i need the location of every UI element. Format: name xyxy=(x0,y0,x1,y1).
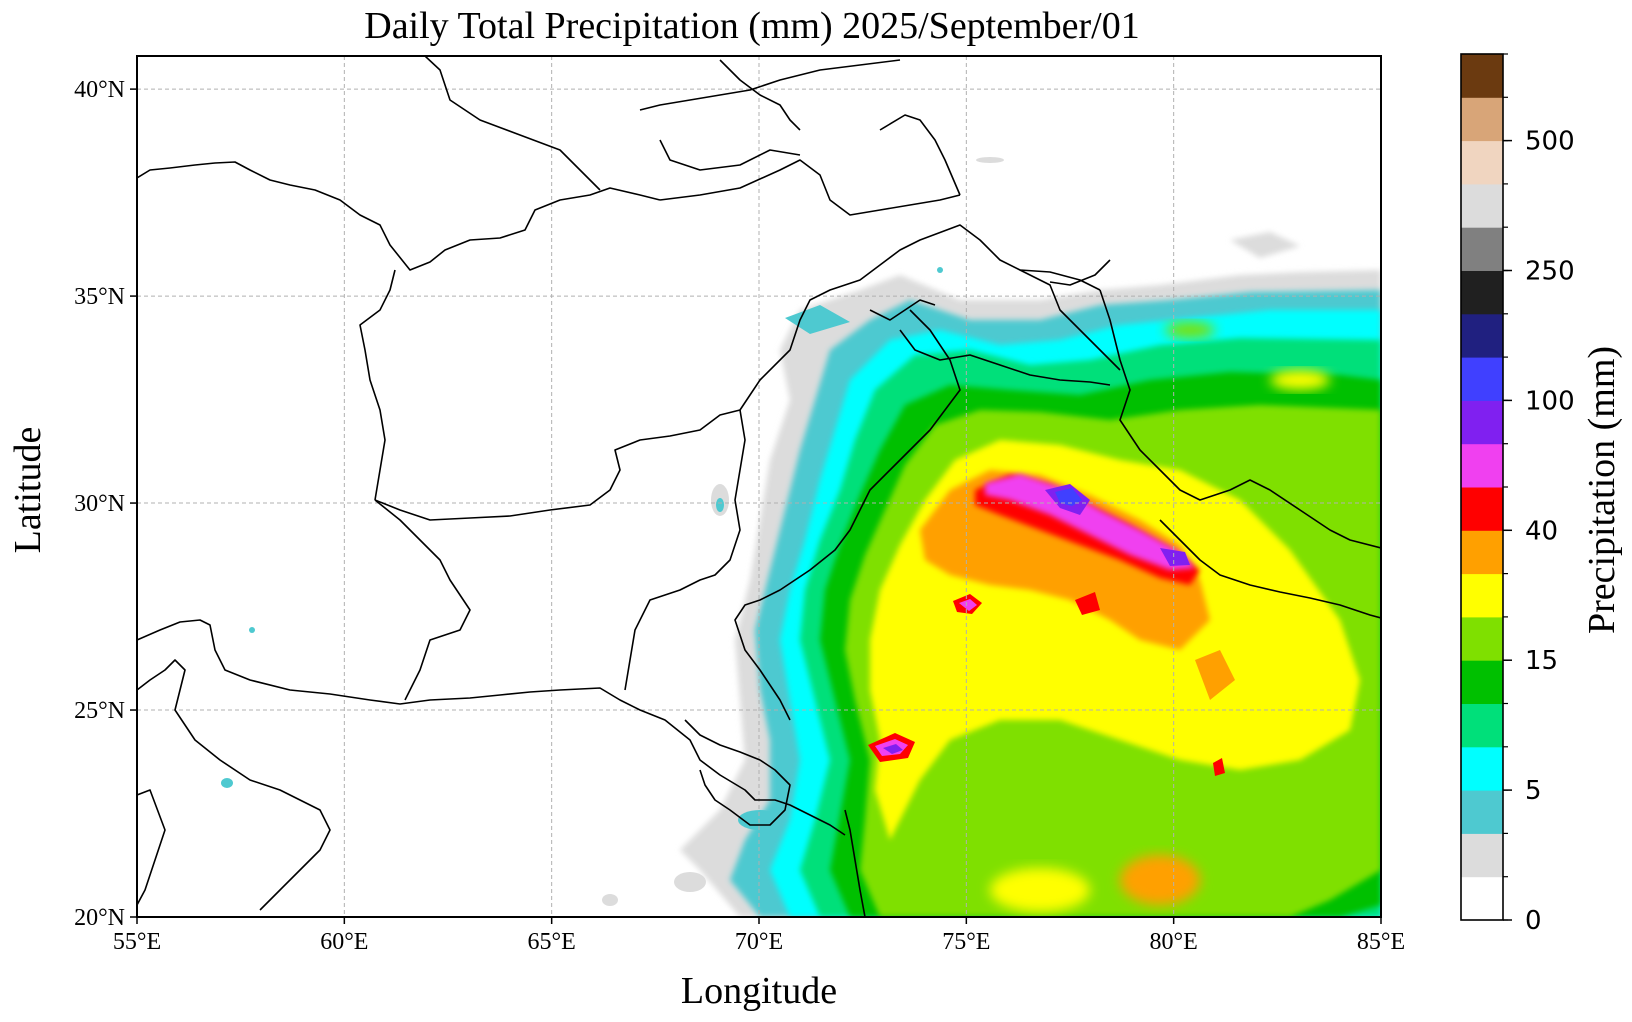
precip-band-75mm xyxy=(1055,488,1082,506)
border xyxy=(659,159,961,216)
coastline xyxy=(137,659,331,911)
colorbar-segment xyxy=(1461,183,1503,228)
colorbar-segment xyxy=(1461,54,1503,98)
colorbar-tick-label: 0 xyxy=(1525,906,1542,936)
x-tick-label: 65°E xyxy=(528,929,576,955)
y-axis-ticks: 20°N 25°N 30°N 35°N 40°N xyxy=(74,77,137,931)
coastline xyxy=(844,809,866,917)
border xyxy=(1099,289,1381,549)
colorbar-segment xyxy=(1461,487,1503,531)
colorbar-segment xyxy=(1461,616,1503,661)
colorbar-segment xyxy=(1461,140,1503,185)
colorbar-segment xyxy=(1461,357,1503,401)
colorbar-tick-label: 15 xyxy=(1525,646,1558,676)
colorbar-segment xyxy=(1461,400,1503,445)
y-tick-label: 20°N xyxy=(74,905,125,931)
map-title: Daily Total Precipitation (mm) 2025/Sept… xyxy=(364,5,1140,47)
border xyxy=(734,309,961,721)
y-tick-label: 40°N xyxy=(74,77,125,103)
y-tick-label: 30°N xyxy=(74,491,125,517)
colorbar-tick-label: 100 xyxy=(1525,386,1575,416)
colorbar-segment xyxy=(1461,443,1503,488)
border xyxy=(659,139,801,171)
border xyxy=(869,299,936,321)
border xyxy=(1019,269,1121,371)
x-axis-label: Longitude xyxy=(681,970,837,1012)
border xyxy=(639,59,901,111)
precip-band-20mm xyxy=(920,470,1210,650)
x-axis-ticks: 55°E 60°E 65°E 70°E 75°E 80°E 85°E xyxy=(113,917,1405,955)
colorbar-label: Precipitation (mm) xyxy=(1581,346,1623,634)
colorbar-segment xyxy=(1461,270,1503,315)
border xyxy=(1159,519,1381,619)
colorbar-segment xyxy=(1461,746,1503,791)
colorbar-segment xyxy=(1461,790,1503,834)
x-tick-label: 55°E xyxy=(113,929,161,955)
colorbar-segment xyxy=(1461,97,1503,142)
x-tick-label: 60°E xyxy=(320,929,368,955)
coastlines-and-borders xyxy=(137,56,1381,917)
border xyxy=(879,114,961,196)
border xyxy=(374,224,1101,521)
colorbar-tick-label: 250 xyxy=(1525,257,1575,287)
colorbar-segment xyxy=(1461,227,1503,271)
scattered-rain-cells xyxy=(221,157,1330,912)
coastline xyxy=(137,161,661,271)
coastline xyxy=(137,619,846,836)
colorbar-tick-label: 40 xyxy=(1525,516,1558,546)
border xyxy=(424,56,601,191)
colorbar-segment xyxy=(1461,313,1503,358)
colorbar-tick-label: 5 xyxy=(1525,776,1542,806)
map-area xyxy=(137,56,1381,917)
border xyxy=(719,59,801,131)
y-tick-label: 35°N xyxy=(74,284,125,310)
x-tick-label: 85°E xyxy=(1357,929,1405,955)
x-tick-label: 80°E xyxy=(1150,929,1198,955)
colorbar-segment xyxy=(1461,530,1503,575)
colorbar-tick-label: 500 xyxy=(1525,127,1575,157)
y-tick-label: 25°N xyxy=(74,698,125,724)
border xyxy=(1049,259,1111,286)
border xyxy=(374,499,471,701)
colorbar-segment xyxy=(1461,833,1503,878)
colorbar-segment xyxy=(1461,573,1503,618)
colorbar: 0 5 15 40 100 250 500 xyxy=(1460,53,1575,936)
colorbar-segment xyxy=(1461,660,1503,704)
border xyxy=(624,409,746,691)
y-axis-label: Latitude xyxy=(7,427,49,554)
precip-band-40mm xyxy=(985,474,1195,570)
border xyxy=(359,269,396,501)
x-tick-label: 70°E xyxy=(735,929,783,955)
map-gridlines xyxy=(137,56,1381,917)
border xyxy=(899,329,1111,386)
border xyxy=(137,789,166,906)
colorbar-segment xyxy=(1461,703,1503,748)
precipitation-field xyxy=(221,157,1381,917)
x-tick-label: 75°E xyxy=(942,929,990,955)
colorbar-segment xyxy=(1461,876,1503,921)
coastline xyxy=(684,719,791,826)
